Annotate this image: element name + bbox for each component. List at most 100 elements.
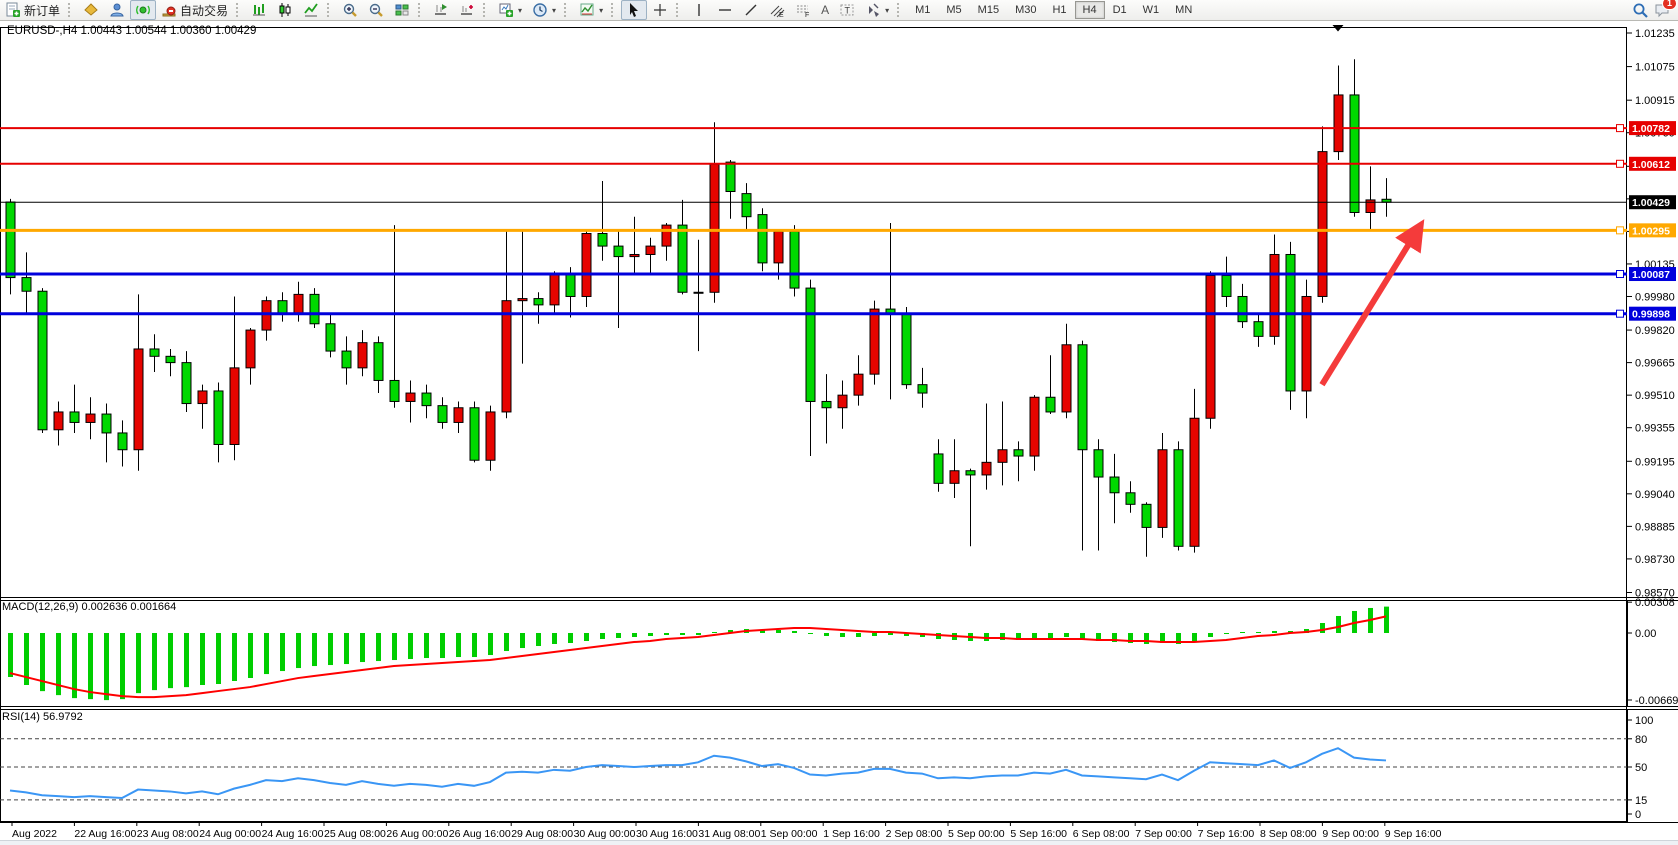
auto-scroll-button[interactable]	[428, 0, 454, 20]
signal-icon	[135, 2, 151, 18]
new-chart-button[interactable]: ▾	[493, 0, 527, 20]
tile-windows-button[interactable]	[389, 0, 415, 20]
price-badge	[1629, 306, 1676, 321]
timeframe-w1[interactable]: W1	[1142, 4, 1160, 16]
timeframe-m15[interactable]: M15	[977, 4, 1000, 16]
time-tick-label: 5 Sep 16:00	[1010, 828, 1067, 840]
trendline-tool-button[interactable]	[738, 0, 764, 20]
time-tick-label: 23 Aug 08:00	[137, 828, 199, 840]
profiles-button[interactable]	[104, 0, 130, 20]
line-chart-button[interactable]	[298, 0, 324, 20]
crosshair-icon	[652, 2, 668, 18]
time-tick-label: Aug 2022	[12, 828, 57, 840]
notification-badge: 1	[1661, 0, 1677, 10]
time-tick-label: 22 Aug 16:00	[74, 828, 136, 840]
crosshair-tool-button[interactable]	[647, 0, 673, 20]
search-icon[interactable]	[1632, 2, 1648, 18]
timeframe-m1[interactable]: M1	[915, 4, 931, 16]
timeframe-mn[interactable]: MN	[1175, 4, 1193, 16]
signals-button[interactable]	[130, 0, 157, 20]
bar-marker-icon	[1332, 25, 1344, 32]
timeframe-h4[interactable]: H4	[1074, 1, 1105, 19]
line-anchor-handle	[1616, 309, 1624, 318]
chart-wizard-button[interactable]	[78, 0, 104, 20]
price-tick-label: 1.00915	[1635, 95, 1675, 107]
text-tool-icon: A	[821, 3, 830, 17]
candles-layer[interactable]	[5, 59, 1392, 557]
macd-tick-label: -0.006692	[1635, 695, 1678, 707]
time-tick-label: 31 Aug 08:00	[698, 828, 760, 840]
line-anchor-handle	[1616, 159, 1624, 168]
periods-button[interactable]: ▾	[527, 0, 561, 20]
bar-chart-button[interactable]	[246, 0, 272, 20]
price-tick-label: 0.99355	[1635, 423, 1675, 435]
toolbar-gripper	[483, 3, 490, 17]
timeframe-d1[interactable]: D1	[1112, 4, 1127, 16]
price-tick-label: 1.01235	[1635, 28, 1675, 40]
candlestick-chart-button[interactable]	[272, 0, 298, 20]
time-tick-label: 5 Sep 00:00	[948, 828, 1005, 840]
line-chart-icon	[303, 2, 319, 18]
hlines-layer[interactable]	[0, 124, 1627, 318]
auto-scroll-icon	[433, 2, 449, 18]
price-badge	[1629, 267, 1676, 282]
rsi-tick-label: 15	[1635, 795, 1647, 807]
shapes-icon	[865, 2, 881, 18]
toolbar-gripper	[68, 3, 75, 17]
zoom-in-button[interactable]	[337, 0, 363, 20]
price-tick-label: 0.98570	[1635, 588, 1675, 600]
text-label-tool-button[interactable]: T	[834, 0, 860, 20]
fibonacci-tool-button[interactable]: F	[790, 0, 816, 20]
indicators-button[interactable]: ▾	[574, 0, 608, 20]
shapes-tool-button[interactable]: ▾	[860, 0, 894, 20]
macd-label: MACD(12,26,9) 0.002636 0.001664	[2, 601, 177, 613]
chart-frame	[0, 27, 1678, 823]
tile-windows-icon	[394, 2, 410, 18]
current-price-badge-label: 1.00429	[1632, 197, 1670, 209]
vertical-line-tool-button[interactable]	[686, 0, 712, 20]
rsi-tick-label: 50	[1635, 762, 1647, 774]
time-axis[interactable]: Aug 2022 22 Aug 16:00 23 Aug 08:00 24 Aug 0…	[11, 822, 1442, 840]
timeframe-m5[interactable]: M5	[946, 4, 962, 16]
price-axis[interactable]: 1.012351.010751.009151.007601.006001.004…	[1627, 28, 1676, 600]
level-price-badge-label: 1.00087	[1632, 269, 1670, 281]
horizontal-line-tool-button[interactable]	[712, 0, 738, 20]
trend-arrow-annotation[interactable]	[1319, 219, 1425, 387]
text-tool-button[interactable]: A	[816, 0, 834, 20]
price-badge	[1629, 195, 1676, 210]
price-tick-label: 0.99665	[1635, 358, 1675, 370]
svg-text:T: T	[845, 6, 851, 16]
price-tick-label: 0.99980	[1635, 291, 1675, 303]
text-label-icon: T	[839, 2, 855, 18]
channel-tool-button[interactable]: E	[764, 0, 790, 20]
rsi-tick-label: 80	[1635, 734, 1647, 746]
timeframe-m30[interactable]: M30	[1015, 4, 1037, 16]
chart-shift-button[interactable]	[454, 0, 480, 20]
zoom-in-icon	[342, 2, 358, 18]
macd-pane[interactable]: 0.00308 0.00 -0.006692	[8, 597, 1678, 707]
toolbar-gripper	[564, 3, 571, 17]
new-order-icon	[5, 2, 21, 18]
new-order-button[interactable]: 新订单	[0, 0, 65, 20]
price-tick-label: 0.99195	[1635, 456, 1675, 468]
timeframe-h1[interactable]: H1	[1052, 4, 1067, 16]
line-anchor-handle	[1616, 226, 1624, 235]
toolbar-right-group: 1	[1632, 0, 1678, 18]
notifications-chat-icon[interactable]: 1	[1654, 0, 1677, 18]
fibonacci-icon: F	[795, 2, 811, 18]
zoom-out-button[interactable]	[363, 0, 389, 20]
rsi-tick-label: 0	[1635, 809, 1641, 821]
time-tick-label: 6 Sep 08:00	[1073, 828, 1130, 840]
new-order-label: 新订单	[24, 3, 61, 18]
rsi-pane[interactable]: 100 80 50 15 0	[0, 715, 1653, 821]
time-tick-label: 1 Sep 16:00	[823, 828, 880, 840]
cursor-tool-button[interactable]	[621, 0, 648, 20]
status-strip	[0, 840, 1678, 845]
time-tick-label: 29 Aug 08:00	[511, 828, 573, 840]
toolbar-gripper	[327, 3, 334, 17]
price-tick-label: 0.99040	[1635, 489, 1675, 501]
auto-trading-button[interactable]: 自动交易	[156, 0, 233, 20]
time-tick-label: 25 Aug 08:00	[324, 828, 386, 840]
